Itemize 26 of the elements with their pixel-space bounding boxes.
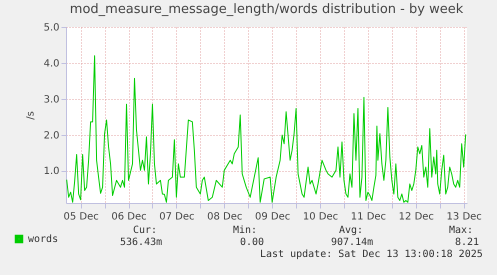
x-tick-label: 10 Dec [302,212,338,222]
text: Last update: Sat Dec 13 13:00:18 2025 [260,249,483,260]
text: Max: [449,225,474,236]
text: 536.43m [120,237,162,248]
y-axis-title: /s [26,111,37,120]
x-tick-label: 08 Dec [207,212,242,222]
y-tick-label: 4.0 [44,58,60,70]
y-tick-label: 1.0 [44,166,60,178]
y-tick-label: 3.0 [44,94,60,106]
text: Min: [233,225,258,236]
y-tick-label: 5.0 [44,22,60,34]
legend-label: words [28,234,58,245]
x-tick-label: 12 Dec [398,212,434,222]
text: 907.14m [331,237,374,248]
x-tick-label: 13 Dec [446,212,482,222]
text: 8.21 [455,237,480,248]
x-tick-label: 06 Dec [111,212,147,222]
y-tick-label: 2.0 [44,130,60,142]
x-tick-label: 09 Dec [255,212,290,222]
x-tick-label: 11 Dec [350,212,386,222]
text: Cur: [133,225,158,236]
x-tick-label: 05 Dec [63,212,99,222]
text: Avg: [339,225,364,236]
chart-title: mod_measure_message_length/words distribution - by week [70,2,464,17]
x-tick-label: 07 Dec [159,212,195,222]
text: 0.00 [240,237,264,248]
